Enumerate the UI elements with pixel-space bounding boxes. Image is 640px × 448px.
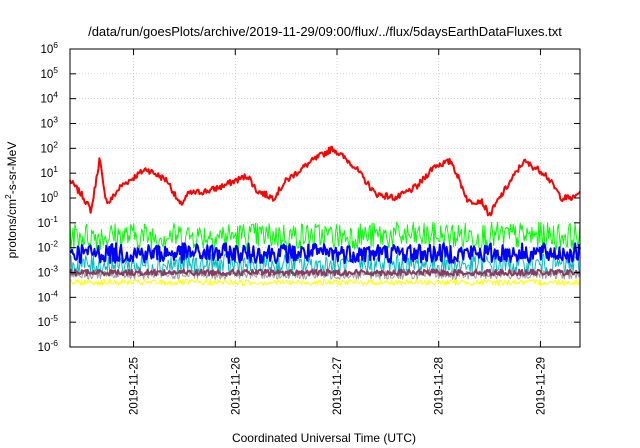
y-axis-label-sup: 2: [3, 194, 13, 199]
y-tick-labels: 10-6 10-5 10-4 10-3 10-2 10-1 100 101 102 103 104 1…: [38, 40, 59, 354]
ticks: [70, 48, 580, 348]
x-tick-label: 2019-11-27: [332, 357, 344, 415]
x-tick-label: 2019-11-25: [129, 357, 141, 415]
y-tick-label: 106: [40, 40, 58, 56]
x-tick-label: 2019-11-26: [230, 357, 242, 415]
series-line-5: [69, 278, 581, 286]
y-tick-label: 10-1: [38, 214, 59, 230]
y-tick-label: 10-3: [38, 264, 59, 280]
y-tick-label: 105: [40, 65, 58, 81]
x-tick-label: 2019-11-29: [535, 357, 547, 415]
series-line-7: [69, 268, 581, 277]
y-tick-label: 10-6: [38, 338, 59, 354]
y-tick-label: 104: [40, 90, 58, 106]
x-tick-label: 2019-11-28: [434, 357, 446, 415]
y-tick-label: 100: [40, 189, 58, 205]
y-tick-label: 10-4: [38, 288, 59, 304]
chart-title: /data/run/goesPlots/archive/2019-11-29/0…: [88, 24, 562, 39]
y-tick-label: 101: [40, 164, 58, 180]
y-axis-label-main: protons/cm: [5, 199, 19, 258]
y-axis-label: protons/cm2-s-sr-MeV: [3, 142, 19, 259]
x-tick-labels: 2019-11-25 2019-11-26 2019-11-27 2019-11-28…: [129, 357, 548, 415]
y-tick-label: 10-2: [38, 239, 59, 255]
y-tick-label: 102: [40, 139, 58, 155]
y-tick-label: 10-5: [38, 313, 59, 329]
y-axis-label-rest: -s-sr-MeV: [5, 142, 19, 195]
series-layer: [69, 145, 581, 286]
series-line-2: [69, 221, 581, 250]
x-axis-label: Coordinated Universal Time (UTC): [232, 431, 416, 445]
series-line-4: [69, 242, 581, 265]
grid: [70, 49, 580, 347]
y-tick-label: 103: [40, 115, 58, 131]
series-line-1: [69, 145, 581, 217]
